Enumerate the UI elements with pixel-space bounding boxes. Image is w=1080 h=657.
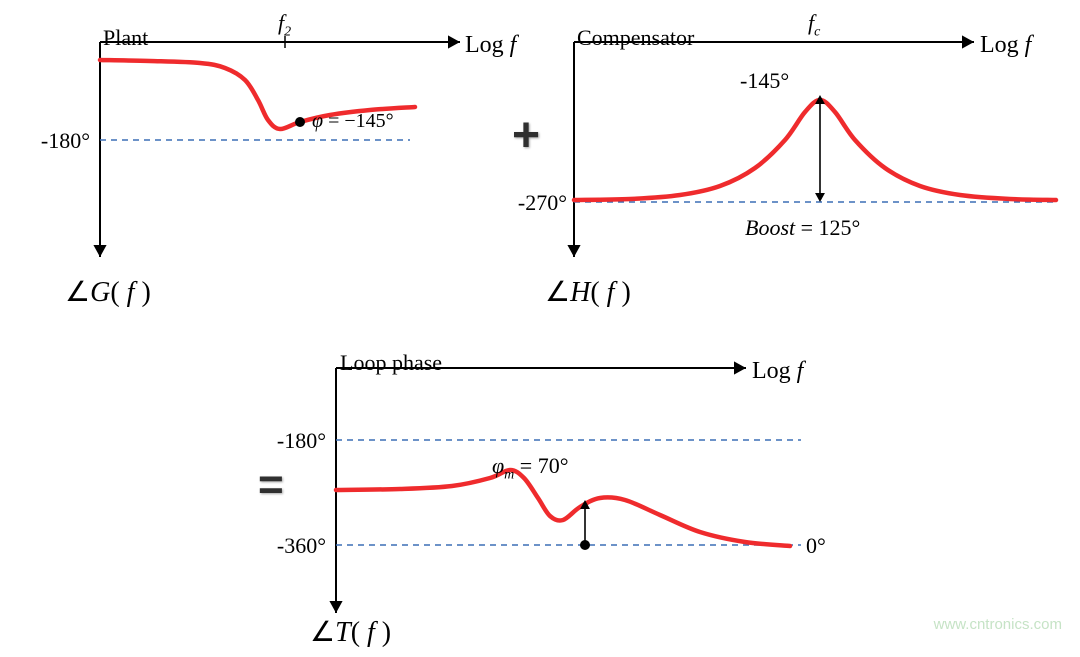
plant-angle-label: ∠G( f ) <box>65 275 151 309</box>
compensator-ytick-270: -270° <box>497 190 567 216</box>
loop-ytick-180: -180° <box>256 428 326 454</box>
loop-ytick-360: -360° <box>256 533 326 559</box>
compensator-peak-label: -145° <box>740 68 789 94</box>
plant-phi-annot: φ = −145° <box>312 110 394 133</box>
plant-x-axis-label: Log f <box>465 32 516 59</box>
compensator-fc-label: fc <box>808 10 820 40</box>
loop-x-axis-label: Log f <box>752 358 803 385</box>
compensator-angle-label: ∠H( f ) <box>545 275 631 309</box>
compensator-x-axis-label: Log f <box>980 32 1031 59</box>
equals-icon: = <box>258 460 284 510</box>
diagram-canvas <box>0 0 1080 657</box>
watermark-text: www.cntronics.com <box>934 616 1062 633</box>
compensator-title: Compensator <box>577 25 694 51</box>
loop-zero-label: 0° <box>806 533 826 559</box>
loop-phim-annot: φm = 70° <box>492 453 569 483</box>
loop-angle-label: ∠T( f ) <box>310 615 391 649</box>
plant-title: Plant <box>103 25 148 51</box>
loop-title: Loop phase <box>340 350 442 376</box>
compensator-boost-label: Boost = 125° <box>745 215 860 241</box>
plus-icon: + <box>512 108 540 163</box>
plant-ytick-180: -180° <box>20 128 90 154</box>
plant-f2-label: f2 <box>278 10 291 40</box>
